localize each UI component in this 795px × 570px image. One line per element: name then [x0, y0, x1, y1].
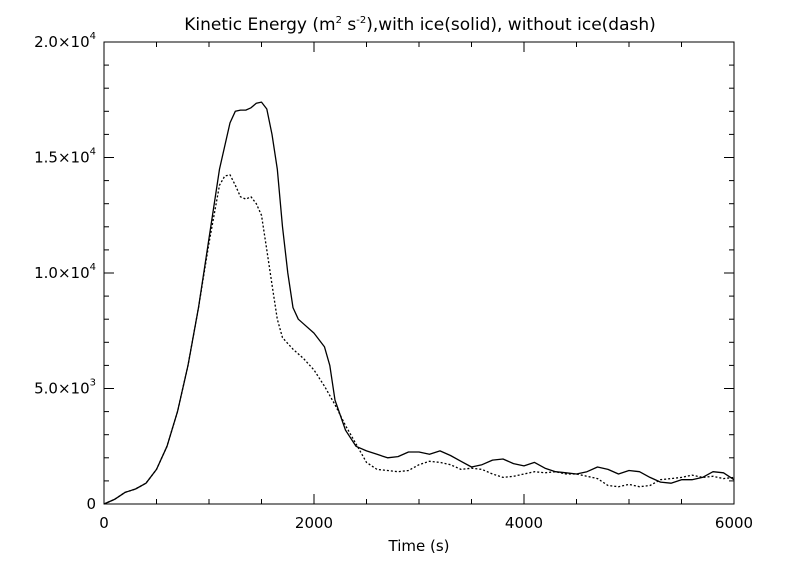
series-with-ice-line	[103, 101, 735, 505]
y-tick-label: 1.0×104	[34, 262, 96, 282]
axis-ticks	[103, 41, 735, 505]
x-tick-label: 4000	[505, 514, 543, 532]
plot-frame	[103, 41, 735, 505]
x-tick-label: 6000	[715, 514, 753, 532]
series-lines	[103, 101, 735, 505]
axis-tick-labels: 0 2000 4000 6000 0 5.0×103 1.0×104 1.5×104 2.0×1…	[34, 31, 753, 532]
x-tick-label: 0	[99, 514, 109, 532]
y-tick-label: 5.0×103	[34, 378, 96, 398]
x-axis-label: Time (s)	[388, 537, 450, 555]
y-tick-label: 1.5×104	[34, 147, 96, 167]
x-tick-label: 2000	[295, 514, 333, 532]
series-without-ice-line	[103, 174, 735, 505]
y-tick-label: 0	[86, 495, 96, 513]
y-tick-label: 2.0×104	[34, 31, 96, 51]
chart-title: Kinetic Energy (m2 s-2),with ice(solid),…	[184, 15, 656, 35]
